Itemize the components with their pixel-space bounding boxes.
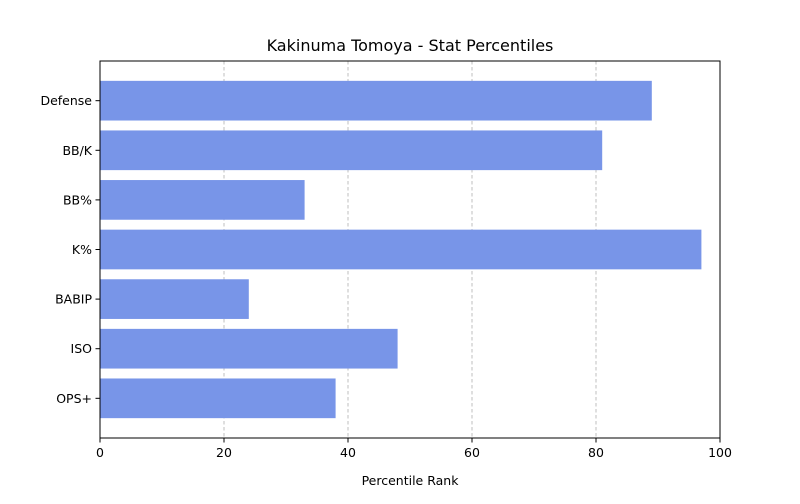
x-tick-label: 0 xyxy=(96,445,104,460)
x-axis-title: Percentile Rank xyxy=(362,473,460,488)
x-tick-label: 20 xyxy=(216,445,232,460)
y-tick-label: Defense xyxy=(40,93,92,108)
y-tick-label: K% xyxy=(72,242,92,257)
y-tick-label: OPS+ xyxy=(56,391,92,406)
chart-title: Kakinuma Tomoya - Stat Percentiles xyxy=(267,36,554,55)
bar xyxy=(100,180,305,220)
y-tick-label: BB/K xyxy=(62,143,92,158)
bar xyxy=(100,229,702,270)
x-tick-label: 100 xyxy=(708,445,732,460)
bar xyxy=(100,279,249,319)
y-tick-label: ISO xyxy=(71,341,93,356)
y-axis-ticks: Defense BB/K BB% K% BABIP ISO OPS+ xyxy=(40,93,100,406)
y-tick-label: BB% xyxy=(63,192,92,207)
bars xyxy=(100,80,702,419)
x-tick-label: 60 xyxy=(464,445,480,460)
bar xyxy=(100,328,398,369)
x-tick-label: 80 xyxy=(588,445,604,460)
bar xyxy=(100,378,336,419)
x-axis-ticks: 0 20 40 60 80 100 xyxy=(96,438,732,460)
bar xyxy=(100,80,652,121)
bar xyxy=(100,130,603,171)
x-tick-label: 40 xyxy=(340,445,356,460)
y-tick-label: BABIP xyxy=(55,292,92,307)
